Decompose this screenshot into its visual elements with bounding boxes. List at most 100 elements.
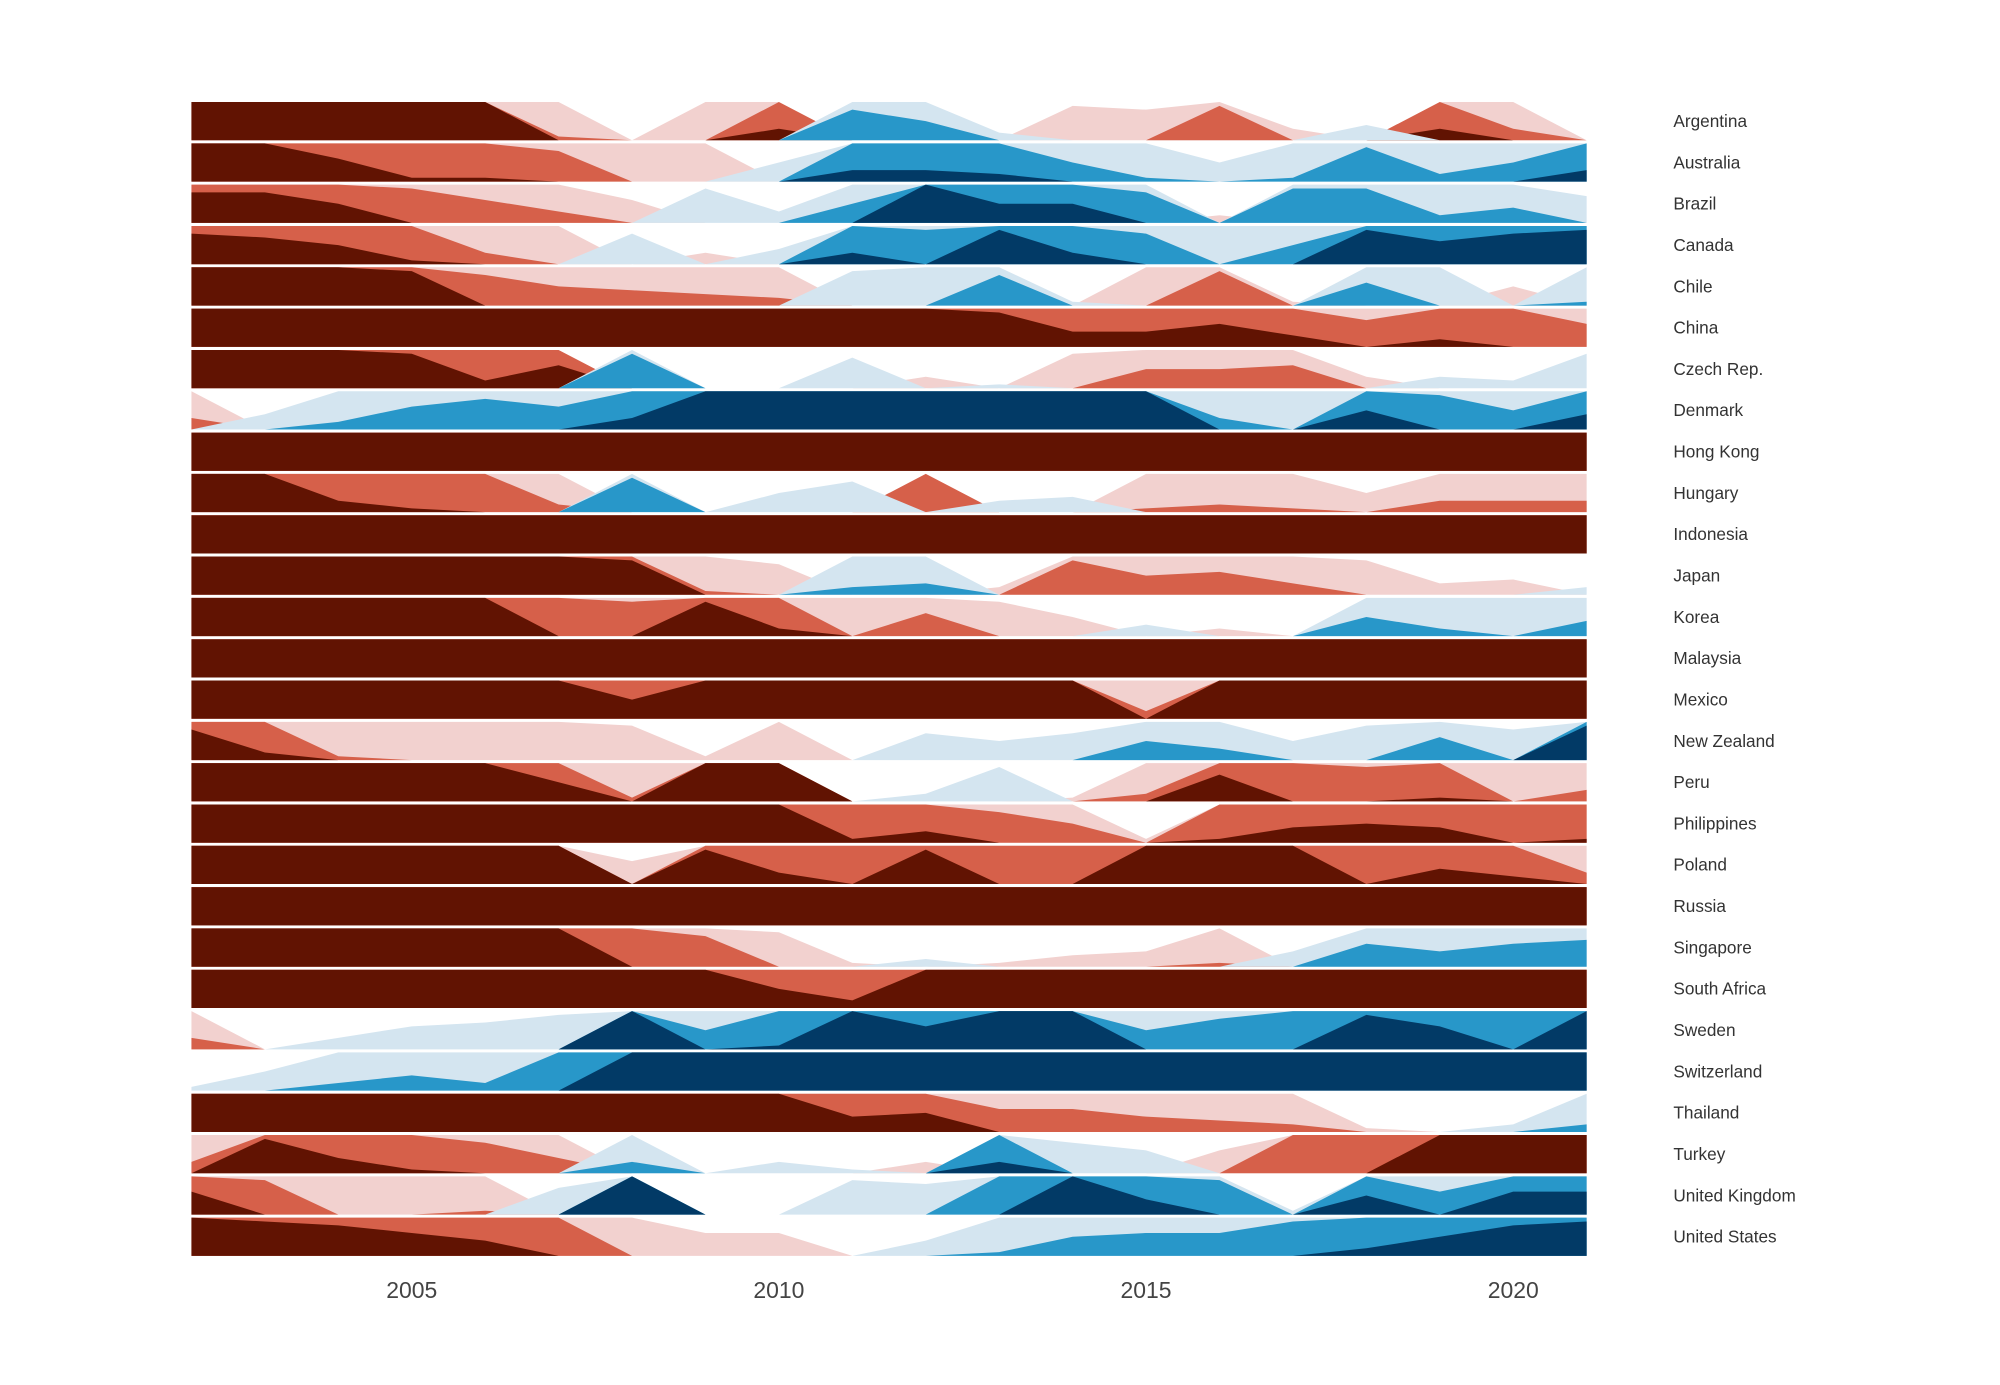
- horizon-band: [191, 184, 1587, 223]
- horizon-band: [191, 349, 1587, 389]
- horizon-band: [191, 109, 1587, 141]
- horizon-band: [191, 391, 1587, 430]
- horizon-row: [191, 969, 1587, 1009]
- horizon-band: [191, 1217, 1587, 1256]
- row-label: Denmark: [1673, 400, 1743, 420]
- horizon-row: [191, 721, 1587, 761]
- row-label: Argentina: [1673, 111, 1747, 131]
- horizon-band: [191, 170, 1587, 182]
- row-label: Sweden: [1673, 1020, 1735, 1040]
- horizon-band: [191, 1217, 1587, 1256]
- horizon-row: [191, 267, 1587, 306]
- x-tick-label: 2015: [1121, 1277, 1172, 1303]
- row-label: South Africa: [1673, 979, 1766, 999]
- horizon-row: [191, 887, 1587, 926]
- horizon-row: [191, 1093, 1587, 1132]
- x-tick-label: 2005: [386, 1277, 437, 1303]
- horizon-band: [191, 473, 1587, 513]
- horizon-band: [191, 1176, 1587, 1215]
- row-label: Malaysia: [1673, 648, 1741, 668]
- horizon-band: [191, 1135, 1587, 1174]
- horizon-row: [191, 597, 1587, 637]
- horizon-band: [191, 192, 1587, 223]
- horizon-row: [191, 763, 1587, 802]
- horizon-row: [191, 1217, 1587, 1256]
- horizon-band: [191, 143, 1587, 182]
- row-label: Turkey: [1673, 1144, 1725, 1164]
- horizon-band: [191, 233, 1587, 265]
- horizon-band: [191, 1217, 1587, 1256]
- horizon-band: [191, 1221, 1587, 1256]
- x-tick-label: 2020: [1488, 1277, 1539, 1303]
- horizon-band: [191, 1135, 1587, 1174]
- horizon-band: [191, 267, 1587, 306]
- row-label: Japan: [1673, 566, 1720, 586]
- horizon-band: [191, 308, 1587, 347]
- row-label: Thailand: [1673, 1103, 1739, 1123]
- row-label: China: [1673, 318, 1718, 338]
- horizon-band: [191, 1176, 1587, 1215]
- horizon-band: [191, 267, 1587, 306]
- row-label: Hong Kong: [1673, 442, 1759, 462]
- row-label: Canada: [1673, 235, 1734, 255]
- row-label: Poland: [1673, 855, 1727, 875]
- row-label: Russia: [1673, 896, 1726, 916]
- horizon-band: [191, 143, 1587, 182]
- horizon-band: [191, 556, 1587, 595]
- row-label: Mexico: [1673, 689, 1728, 709]
- horizon-row: [191, 432, 1587, 471]
- horizon-row: [191, 308, 1587, 347]
- row-label: Korea: [1673, 607, 1719, 627]
- horizon-band: [191, 928, 1587, 967]
- row-label: Philippines: [1673, 813, 1756, 833]
- row-label: New Zealand: [1673, 731, 1774, 751]
- horizon-band: [191, 1052, 1587, 1091]
- horizon-band: [191, 597, 1587, 637]
- horizon-row: [191, 928, 1587, 967]
- horizon-row: [191, 1052, 1587, 1091]
- horizon-band: [191, 143, 1587, 182]
- horizon-band: [191, 617, 1587, 637]
- row-label: United Kingdom: [1673, 1185, 1795, 1205]
- row-label: Brazil: [1673, 194, 1716, 214]
- horizon-band: [191, 939, 1587, 967]
- horizon-row: [191, 184, 1587, 223]
- horizon-band: [191, 184, 1587, 223]
- horizon-band: [191, 969, 1587, 1009]
- horizon-band: [191, 680, 1587, 719]
- horizon-band: [191, 225, 1587, 265]
- horizon-row: [191, 845, 1587, 885]
- horizon-band: [191, 473, 1587, 513]
- horizon-band: [191, 473, 1587, 513]
- horizon-row: [191, 102, 1587, 141]
- horizon-band: [191, 102, 1587, 141]
- row-label: Czech Rep.: [1673, 359, 1763, 379]
- horizon-band: [191, 349, 1587, 389]
- horizon-band: [191, 102, 1587, 141]
- horizon-band: [191, 721, 1587, 761]
- horizon-band: [191, 1011, 1587, 1050]
- horizon-band: [191, 721, 1587, 761]
- row-label: Switzerland: [1673, 1061, 1762, 1081]
- horizon-row: [191, 556, 1587, 595]
- horizon-band: [191, 887, 1587, 926]
- row-label: United States: [1673, 1227, 1776, 1247]
- horizon-band: [191, 267, 1587, 306]
- horizon-row: [191, 225, 1587, 265]
- horizon-row: [191, 391, 1587, 430]
- horizon-band: [191, 721, 1587, 761]
- horizon-band: [191, 515, 1587, 554]
- row-label: Hungary: [1673, 483, 1738, 503]
- row-label: Australia: [1673, 152, 1740, 172]
- x-tick-label: 2010: [753, 1277, 804, 1303]
- horizon-row: [191, 1176, 1587, 1215]
- horizon-band: [191, 432, 1587, 471]
- horizon-band: [191, 597, 1587, 637]
- horizon-row: [191, 515, 1587, 554]
- horizon-row: [191, 1011, 1587, 1050]
- row-label: Peru: [1673, 772, 1709, 792]
- row-label: Indonesia: [1673, 524, 1748, 544]
- horizon-band: [191, 721, 1587, 761]
